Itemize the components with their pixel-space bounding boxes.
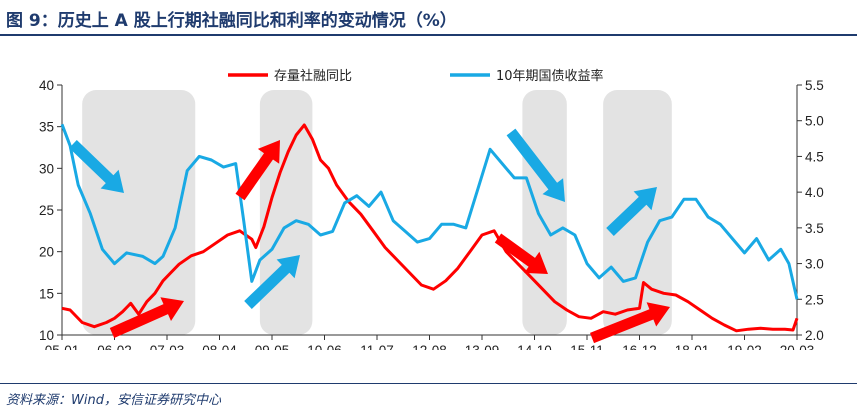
annotation-arrow-2: [109, 297, 184, 338]
left-tick-label: 35: [39, 120, 54, 135]
annotation-arrow-3: [235, 140, 280, 201]
left-tick-label: 10: [39, 328, 54, 343]
legend-label-2: 10年期国债收益率: [496, 68, 604, 84]
annotation-arrow-6: [494, 233, 548, 274]
right-tick-label: 3.5: [805, 221, 824, 236]
x-tick-label: 20-03: [780, 343, 815, 350]
x-tick-label: 08-04: [202, 343, 237, 350]
x-tick-label: 07-03: [150, 343, 185, 350]
annotation-arrow-5: [506, 128, 565, 202]
x-tick-label: 11-07: [360, 343, 394, 350]
right-tick-label: 5.5: [805, 78, 824, 93]
x-tick-label: 10-06: [307, 343, 342, 350]
x-tick-label: 14-10: [517, 343, 552, 350]
x-tick-label: 06-02: [97, 343, 132, 350]
annotation-arrow-4: [244, 255, 300, 309]
left-tick-label: 30: [39, 161, 54, 176]
source-note: 资料来源：Wind，安信证券研究中心: [6, 393, 221, 408]
x-tick-label: 09-05: [255, 343, 290, 350]
x-tick-label: 18-01: [675, 343, 710, 350]
series-line-2: [60, 123, 799, 300]
left-tick-label: 15: [39, 286, 54, 301]
right-tick-label: 2.5: [805, 292, 824, 307]
x-tick-label: 19-02: [727, 343, 762, 350]
left-tick-label: 25: [39, 203, 54, 218]
right-tick-label: 5.0: [805, 114, 824, 129]
footer-divider: [0, 383, 857, 384]
annotation-arrow-1: [69, 140, 124, 193]
x-tick-label: 16-12: [622, 343, 657, 350]
left-tick-label: 20: [39, 245, 54, 260]
right-tick-label: 4.0: [805, 185, 824, 200]
right-tick-label: 3.0: [805, 257, 824, 272]
shaded-period-3: [522, 90, 567, 335]
annotation-arrow-7: [606, 187, 657, 236]
chart-canvas: 10 15 20 25 30 35 40 2.0 2.5 3.0 3.5 4.0 4.5 5.0 5.5 05…: [39, 68, 824, 350]
left-tick-label: 40: [39, 78, 54, 93]
series-line-1: [61, 123, 799, 333]
x-tick-label: 15-11: [570, 343, 604, 350]
legend-label-1: 存量社融同比: [274, 68, 352, 84]
shaded-period-1: [82, 90, 196, 335]
annotation-arrow-8: [590, 302, 670, 344]
title-divider: [0, 34, 857, 36]
figure-title: 图 9：历史上 A 股上行期社融同比和利率的变动情况（%）: [6, 11, 457, 31]
right-tick-label: 4.5: [805, 149, 824, 164]
x-tick-label: 13-09: [465, 343, 500, 350]
right-tick-label: 2.0: [805, 328, 824, 343]
x-tick-label: 05-01: [45, 343, 80, 350]
x-tick-label: 12-08: [412, 343, 447, 350]
